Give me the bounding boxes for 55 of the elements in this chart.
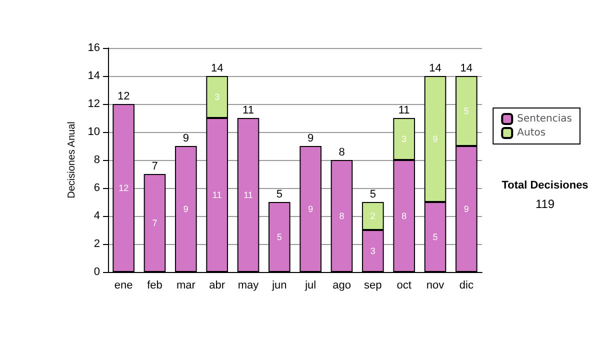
x-tick-label: abr xyxy=(209,280,226,292)
x-tick-label: mar xyxy=(176,280,196,292)
data-label: 9 xyxy=(183,204,188,214)
y-tick-label: 6 xyxy=(94,182,100,194)
data-label: 9 xyxy=(432,134,438,144)
y-tick-label: 14 xyxy=(88,70,100,82)
total-label: 9 xyxy=(308,132,314,144)
legend-label: Sentencias xyxy=(517,114,572,124)
data-label: 3 xyxy=(370,246,376,256)
y-tick-label: 8 xyxy=(94,154,100,166)
legend-label: Autos xyxy=(517,128,546,138)
y-tick-label: 0 xyxy=(94,266,100,278)
total-label: 14 xyxy=(429,62,442,74)
x-tick-label: may xyxy=(238,280,260,292)
y-tick-label: 12 xyxy=(88,98,100,110)
data-label: 2 xyxy=(370,211,376,221)
data-label: 9 xyxy=(308,204,314,214)
data-label: 8 xyxy=(339,211,344,221)
y-tick-label: 4 xyxy=(94,210,100,222)
x-tick-label: jun xyxy=(271,280,287,292)
total-label: 14 xyxy=(460,62,473,74)
x-tick-label: jul xyxy=(304,280,316,292)
x-tick-label: ene xyxy=(114,280,133,292)
data-label: 3 xyxy=(214,92,220,102)
total-label: 11 xyxy=(242,104,254,116)
x-tick-label: nov xyxy=(426,280,445,292)
x-tick-label: oct xyxy=(396,280,412,292)
total-label: 12 xyxy=(117,90,130,102)
data-label: 5 xyxy=(464,106,469,116)
total-label: 11 xyxy=(398,104,410,116)
total-label: 5 xyxy=(276,188,282,200)
total-label: 8 xyxy=(338,146,345,158)
data-label: 5 xyxy=(432,232,438,242)
total-label: 14 xyxy=(210,62,224,74)
data-label: 8 xyxy=(402,211,407,221)
x-tick-label: sep xyxy=(364,280,382,292)
data-label: 9 xyxy=(464,204,469,214)
total-label: 9 xyxy=(182,132,189,144)
data-label: 11 xyxy=(212,190,222,200)
data-label: 3 xyxy=(402,134,407,144)
text: Total Decisiones xyxy=(502,180,588,192)
total-label: 5 xyxy=(370,188,376,200)
data-label: 7 xyxy=(152,218,158,228)
y-tick-label: 16 xyxy=(88,42,100,54)
y-tick-label: 2 xyxy=(94,238,100,250)
x-tick-label: ago xyxy=(332,280,351,292)
total-label: 7 xyxy=(152,160,158,172)
y-tick-label: 10 xyxy=(88,126,100,138)
data-label: 12 xyxy=(118,183,129,193)
y-axis-title: Decisiones Anual xyxy=(66,122,78,198)
x-tick-label: feb xyxy=(147,280,162,292)
data-label: 5 xyxy=(276,232,282,242)
x-tick-label: dic xyxy=(459,280,474,292)
text: 119 xyxy=(535,197,555,211)
data-label: 11 xyxy=(244,190,253,200)
